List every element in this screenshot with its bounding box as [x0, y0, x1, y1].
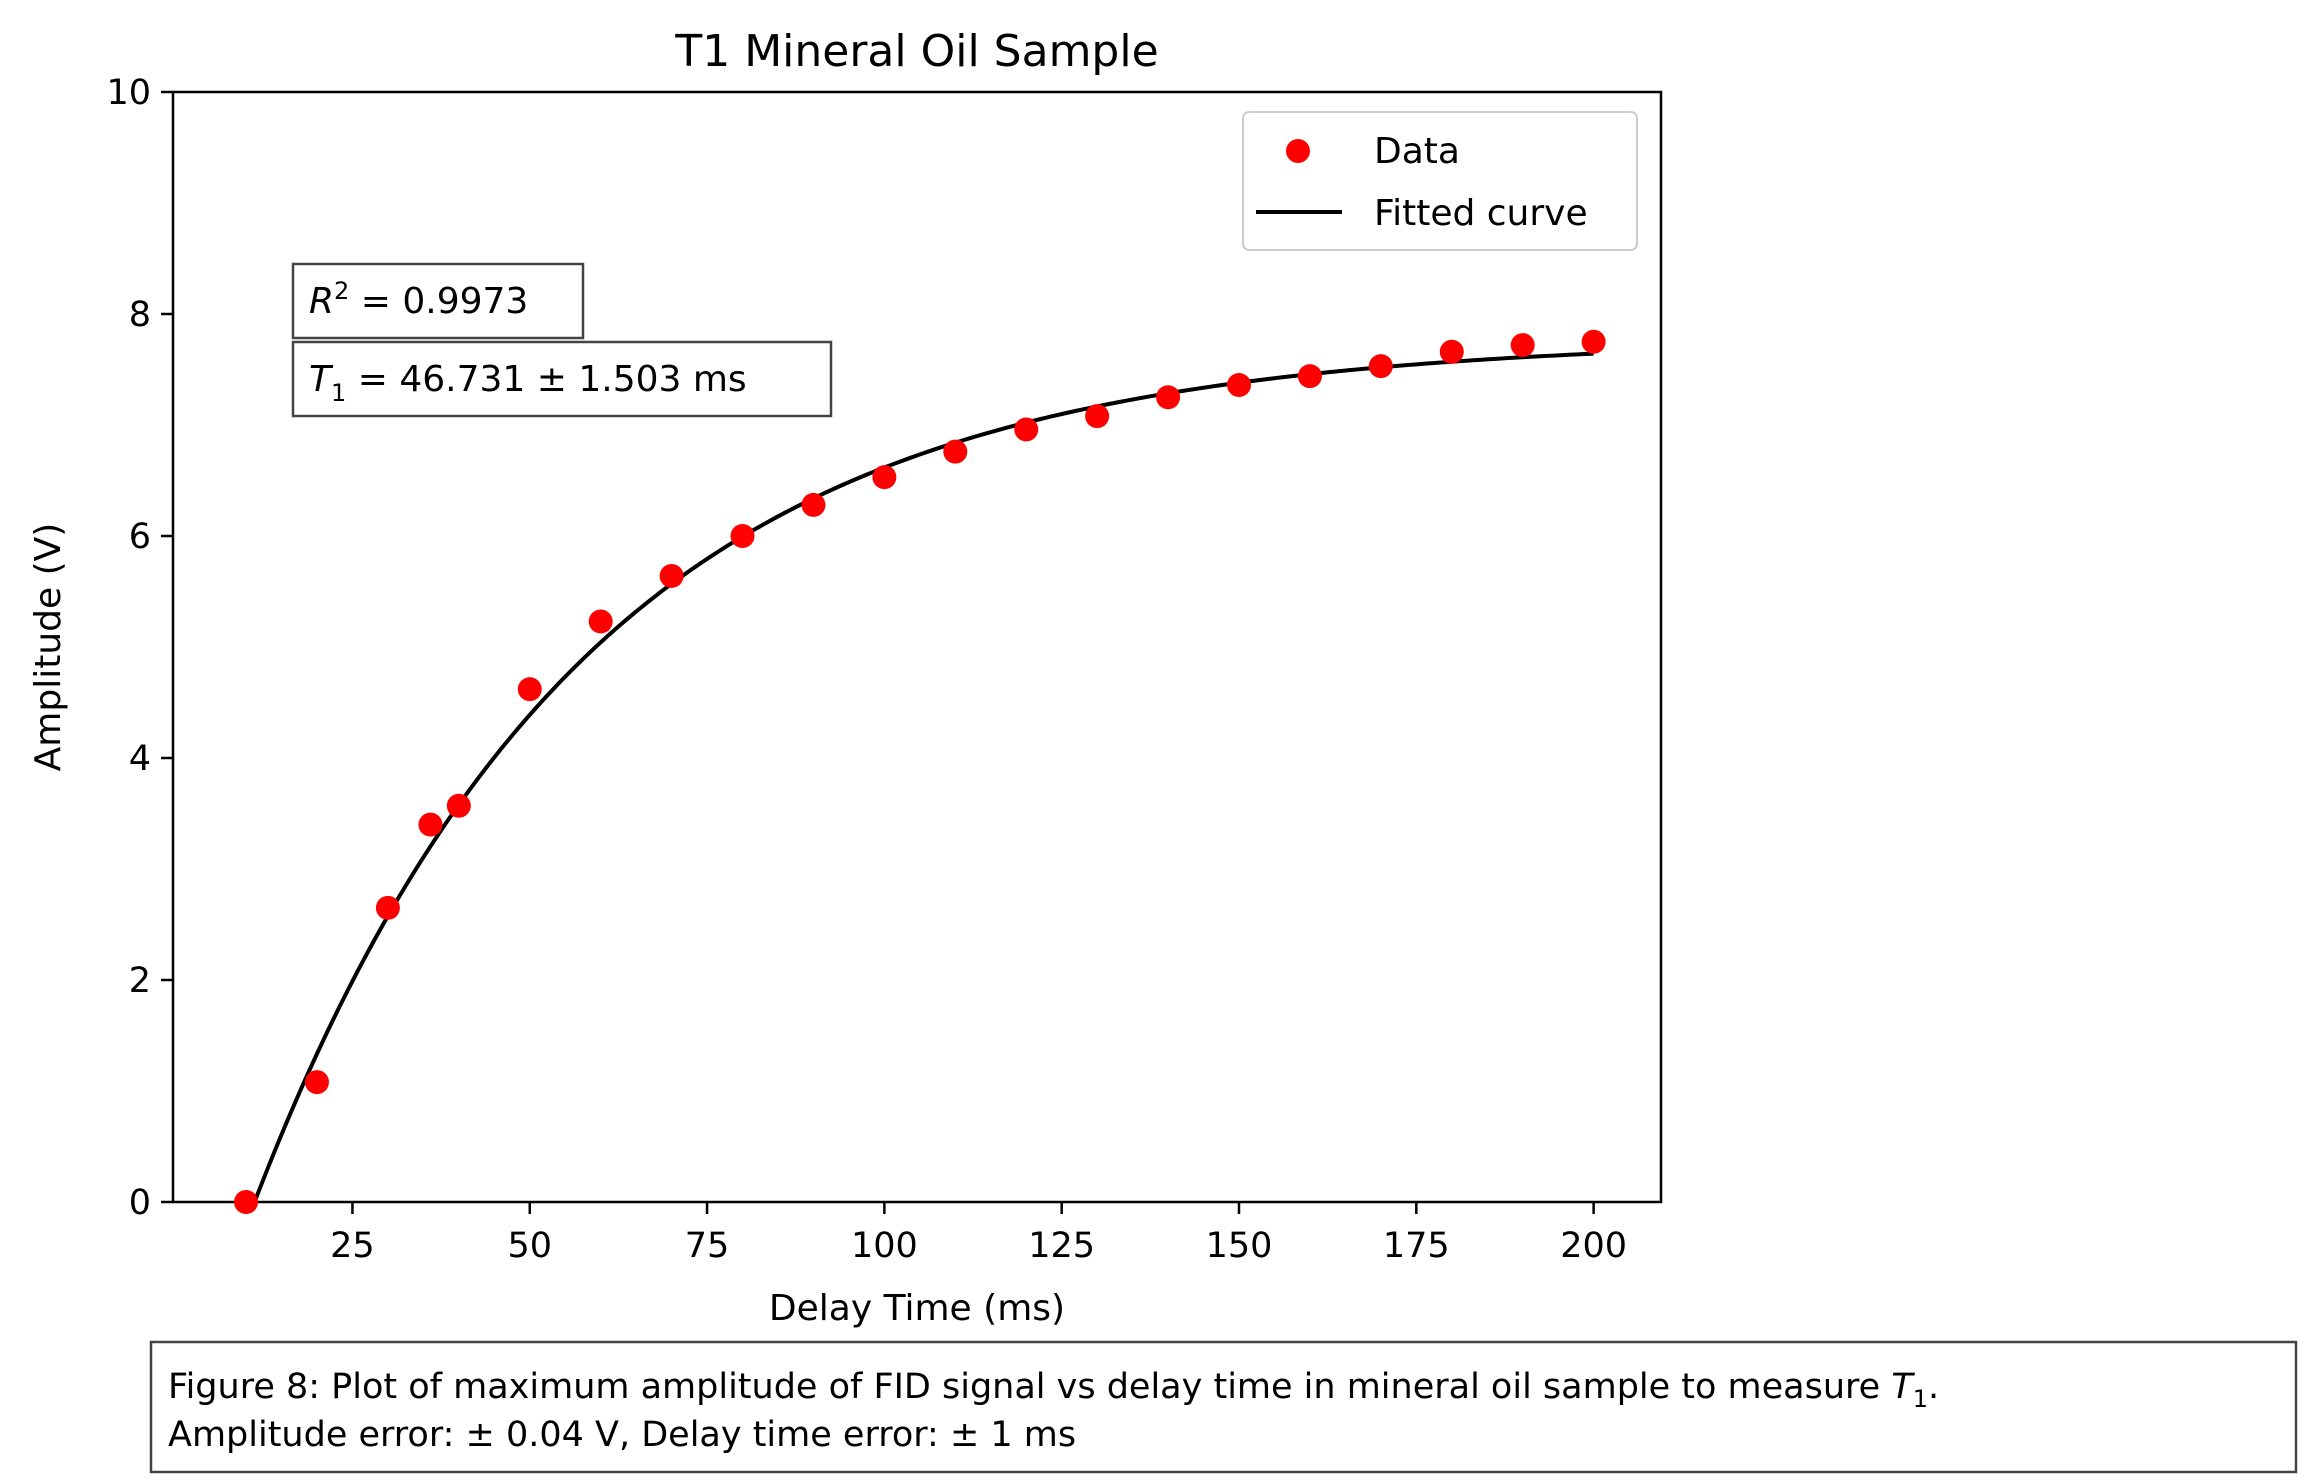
- data-point: [1226, 373, 1251, 398]
- data-point: [1510, 333, 1535, 358]
- data-point: [1368, 354, 1393, 379]
- annotation-r-squared-text: R2 = 0.9973: [309, 277, 528, 322]
- data-point: [659, 563, 684, 588]
- x-tick-label: 150: [1206, 1226, 1273, 1266]
- annotation-t1: T1 = 46.731 ± 1.503 ms: [291, 340, 833, 418]
- figure-caption: Figure 8: Plot of maximum amplitude of F…: [149, 1340, 2298, 1474]
- x-axis-label: Delay Time (ms): [769, 1288, 1065, 1329]
- y-axis: 0 2 4 6 8 10: [106, 73, 173, 1223]
- annotation-t1-text: T1 = 46.731 ± 1.503 ms: [309, 359, 747, 407]
- annotation-r-squared: R2 = 0.9973: [291, 262, 585, 340]
- figure-caption-sub: 1: [1913, 1385, 1928, 1413]
- legend-label-fitted-curve: Fitted curve: [1374, 193, 1588, 234]
- data-point: [1581, 329, 1606, 354]
- x-tick-label: 200: [1560, 1226, 1627, 1266]
- fitted-curve-layer: [252, 351, 1594, 1203]
- x-tick-label: 75: [685, 1226, 730, 1266]
- data-point: [730, 524, 755, 548]
- legend-label-data: Data: [1374, 131, 1460, 172]
- annotation-t1-sub: 1: [331, 379, 346, 407]
- chart-title: T1 Mineral Oil Sample: [674, 26, 1158, 77]
- x-axis: 25 50 75 100 125 150 175 200: [330, 1202, 1627, 1266]
- x-tick-label: 100: [851, 1226, 918, 1266]
- y-tick-label: 8: [129, 295, 151, 335]
- annotation-r-squared-value: = 0.9973: [349, 281, 528, 322]
- y-tick-label: 2: [129, 961, 151, 1001]
- data-point: [1085, 404, 1110, 429]
- annotation-r-squared-box: [291, 262, 585, 340]
- data-point: [1156, 385, 1181, 410]
- data-point: [517, 677, 542, 702]
- y-tick-label: 0: [129, 1183, 151, 1223]
- data-point: [943, 439, 968, 464]
- data-point: [1014, 417, 1039, 442]
- annotation-r-squared-sup: 2: [334, 277, 349, 305]
- figure-caption-line-1-end: .: [1928, 1367, 1939, 1407]
- legend: Data Fitted curve: [1242, 111, 1638, 251]
- data-point: [234, 1190, 259, 1214]
- y-tick-label: 6: [129, 517, 151, 557]
- x-tick-label: 175: [1383, 1226, 1450, 1266]
- data-point: [872, 465, 897, 490]
- y-tick-label: 4: [129, 739, 151, 779]
- data-point: [1439, 339, 1464, 364]
- annotation-r-squared-var: R: [309, 281, 334, 322]
- x-tick-label: 125: [1028, 1226, 1095, 1266]
- y-axis-label: Amplitude (V): [28, 523, 69, 772]
- fitted-curve-line: [252, 351, 1594, 1203]
- data-point: [418, 812, 443, 837]
- legend-box: [1242, 111, 1638, 251]
- data-point: [304, 1070, 329, 1095]
- x-tick-label: 25: [330, 1226, 375, 1266]
- annotation-t1-box: [291, 340, 833, 418]
- x-tick-label: 50: [507, 1226, 552, 1266]
- data-point: [588, 609, 613, 634]
- y-tick-label: 10: [106, 73, 151, 113]
- figure-caption-line-2: Amplitude error: ± 0.04 V, Delay time er…: [168, 1415, 1076, 1455]
- data-point: [1297, 364, 1322, 389]
- data-point: [801, 492, 826, 517]
- figure-caption-line-1: Figure 8: Plot of maximum amplitude of F…: [168, 1367, 1939, 1413]
- data-point: [375, 895, 400, 920]
- data-points-layer: [234, 329, 1606, 1214]
- data-point: [446, 793, 471, 818]
- figure-caption-line-1-text: Figure 8: Plot of maximum amplitude of F…: [168, 1367, 1891, 1407]
- plot-area-frame: [171, 90, 1663, 1204]
- figure-caption-box: [149, 1340, 2298, 1474]
- legend-marker-data: [1286, 139, 1310, 163]
- figure-caption-var: T: [1891, 1367, 1915, 1407]
- annotation-t1-value: = 46.731 ± 1.503 ms: [346, 359, 746, 400]
- annotation-t1-var: T: [309, 359, 334, 400]
